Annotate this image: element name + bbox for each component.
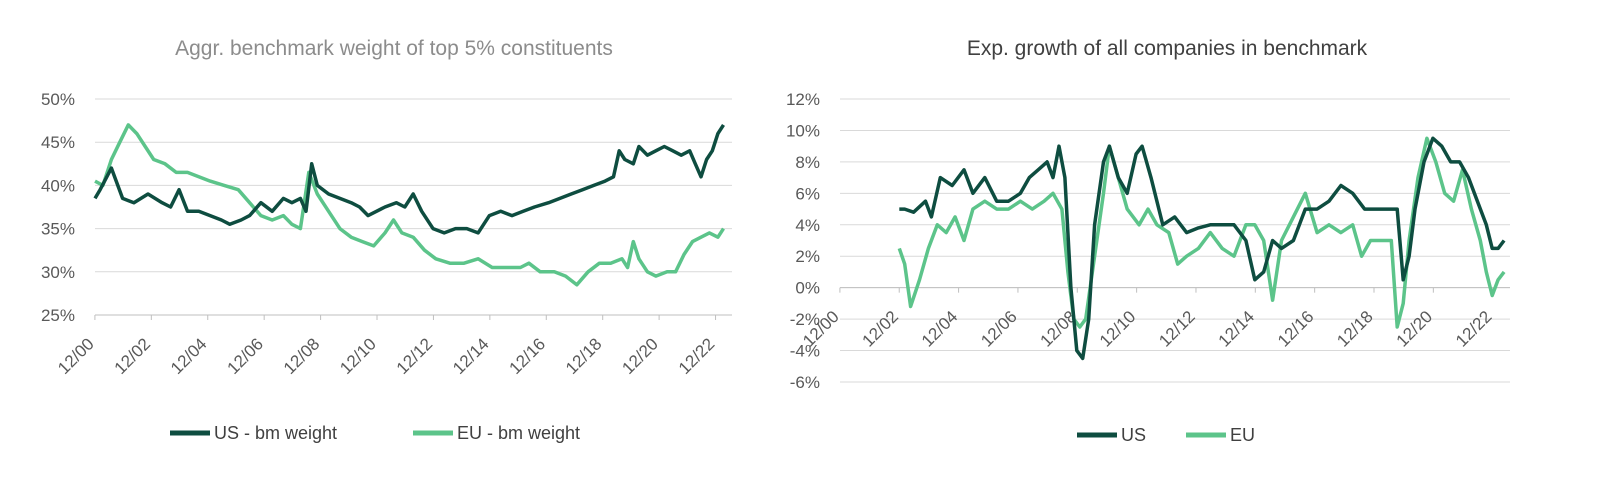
x-tick-label: 12/06 (223, 334, 267, 378)
x-tick-label: 12/02 (111, 334, 155, 378)
x-tick-label: 12/06 (977, 307, 1021, 351)
x-tick-label: 12/02 (859, 307, 903, 351)
y-tick-label: 6% (795, 184, 820, 203)
series-line-us (93, 123, 725, 235)
x-tick-label: 12/04 (918, 307, 962, 351)
x-tick-label: 12/12 (1155, 307, 1199, 351)
y-tick-label: 12% (786, 90, 820, 109)
x-tick-label: 12/20 (618, 334, 662, 378)
x-tick-label: 12/12 (393, 334, 437, 378)
y-tick-label: 35% (41, 220, 75, 239)
series-line-us (899, 136, 1506, 361)
x-tick-label: 12/18 (562, 334, 606, 378)
legend-label-us: US - bm weight (214, 423, 337, 443)
chart-title: Exp. growth of all companies in benchmar… (967, 37, 1368, 60)
x-tick-label: 12/22 (675, 334, 719, 378)
x-tick-label: 12/16 (506, 334, 550, 378)
legend-label-eu: EU - bm weight (457, 423, 580, 443)
x-tick-label: 12/14 (1215, 307, 1259, 351)
y-tick-label: -2% (790, 310, 820, 329)
x-tick-label: 12/18 (1333, 307, 1377, 351)
x-tick-label: 12/08 (280, 334, 324, 378)
x-tick-label: 12/04 (167, 334, 211, 378)
x-tick-label: 12/14 (449, 334, 493, 378)
y-tick-label: 45% (41, 133, 75, 152)
x-tick-label: 12/22 (1452, 307, 1496, 351)
chart-title: Aggr. benchmark weight of top 5% constit… (175, 37, 613, 60)
legend-label-us: US (1121, 425, 1146, 445)
y-tick-label: -6% (790, 373, 820, 392)
chart-right-expected-growth: Exp. growth of all companies in benchmar… (786, 37, 1510, 445)
series-line-eu (897, 136, 1506, 329)
y-tick-label: 8% (795, 153, 820, 172)
y-tick-label: 2% (795, 247, 820, 266)
y-tick-label: 40% (41, 176, 75, 195)
y-tick-label: 0% (795, 279, 820, 298)
series-line-eu (94, 123, 725, 287)
y-tick-label: -4% (790, 342, 820, 361)
y-tick-label: 10% (786, 121, 820, 140)
y-tick-label: 50% (41, 90, 75, 109)
chart-left-benchmark-weight: Aggr. benchmark weight of top 5% constit… (41, 37, 732, 443)
x-tick-label: 12/10 (1096, 307, 1140, 351)
x-tick-label: 12/00 (54, 334, 98, 378)
y-tick-label: 30% (41, 263, 75, 282)
x-tick-label: 12/16 (1274, 307, 1318, 351)
y-tick-label: 4% (795, 216, 820, 235)
x-tick-label: 12/10 (336, 334, 380, 378)
legend-label-eu: EU (1230, 425, 1255, 445)
y-tick-label: 25% (41, 306, 75, 325)
